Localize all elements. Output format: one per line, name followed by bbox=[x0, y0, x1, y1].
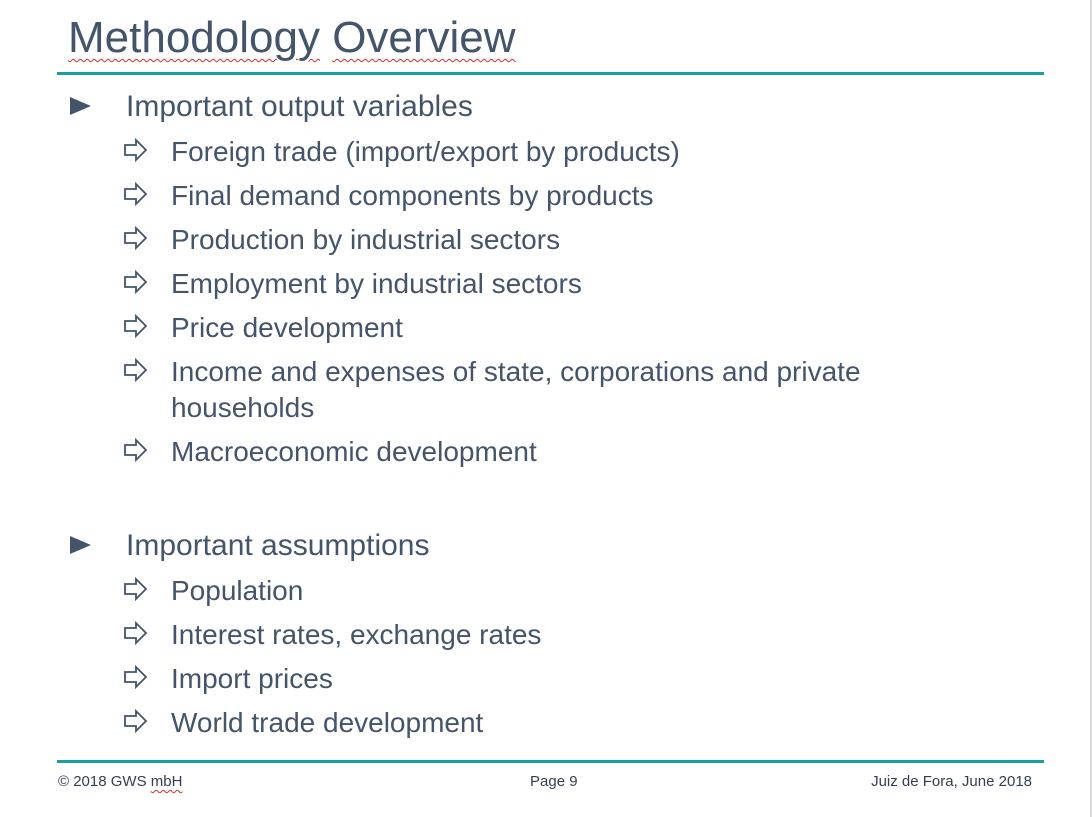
triangle-bullet-icon bbox=[70, 536, 91, 554]
outline-arrow-bullet-icon bbox=[123, 222, 149, 254]
triangle-bullet-icon bbox=[70, 97, 91, 115]
outline-arrow-bullet-icon bbox=[123, 661, 149, 693]
list-item-text: Macroeconomic development bbox=[171, 436, 537, 467]
list-item-text: Employment by industrial sectors bbox=[171, 268, 582, 299]
outline-arrow-bullet-icon bbox=[123, 310, 149, 342]
footer-divider bbox=[57, 760, 1044, 763]
list-item-text: Price development bbox=[171, 312, 403, 343]
slide-edge bbox=[1090, 0, 1092, 817]
outline-arrow-bullet-icon bbox=[123, 178, 149, 210]
list-item: Macroeconomic development bbox=[0, 434, 1000, 470]
footer-location-date: Juiz de Fora, June 2018 bbox=[871, 773, 1032, 790]
outline-arrow-bullet-icon bbox=[123, 617, 149, 649]
outline-arrow-bullet-icon bbox=[123, 434, 149, 466]
list-item-text: Production by industrial sectors bbox=[171, 224, 561, 255]
list-item-text: Income and expenses of state, corporatio… bbox=[171, 356, 861, 423]
copyright-prefix: © 2018 GWS bbox=[58, 773, 151, 790]
title-word-methodology: Methodology bbox=[68, 13, 320, 62]
outline-arrow-bullet-icon bbox=[123, 705, 149, 737]
assumptions-list: Population Interest rates, exchange rates… bbox=[0, 573, 1000, 749]
list-item-text: Population bbox=[171, 575, 304, 606]
footer-copyright: © 2018 GWS mbH bbox=[58, 772, 182, 792]
list-item-text: World trade development bbox=[171, 707, 484, 738]
list-item: Foreign trade (import/export by products… bbox=[0, 134, 1000, 170]
list-item: Price development bbox=[0, 310, 1000, 346]
outline-arrow-bullet-icon bbox=[123, 354, 149, 386]
list-item-text: Import prices bbox=[171, 663, 333, 694]
list-item: Final demand components by products bbox=[0, 178, 1000, 214]
list-item-text: Interest rates, exchange rates bbox=[171, 619, 542, 650]
outline-arrow-bullet-icon bbox=[123, 266, 149, 298]
list-item: Employment by industrial sectors bbox=[0, 266, 1000, 302]
list-item: Population bbox=[0, 573, 1000, 609]
list-item: Interest rates, exchange rates bbox=[0, 617, 1000, 653]
list-item-text: Foreign trade (import/export by products… bbox=[171, 136, 680, 167]
output-variables-list: Foreign trade (import/export by products… bbox=[0, 134, 1000, 478]
title-word-overview: Overview bbox=[332, 13, 516, 62]
copyright-company: mbH bbox=[150, 773, 183, 790]
outline-arrow-bullet-icon bbox=[123, 573, 149, 605]
footer-page-number: Page 9 bbox=[530, 773, 578, 790]
section-heading: Important assumptions bbox=[126, 529, 430, 562]
section-heading: Important output variables bbox=[126, 90, 473, 123]
list-item: Production by industrial sectors bbox=[0, 222, 1000, 258]
slide-title: Methodology Overview bbox=[68, 10, 516, 66]
title-divider bbox=[57, 72, 1044, 75]
outline-arrow-bullet-icon bbox=[123, 134, 149, 166]
list-item-text: Final demand components by products bbox=[171, 180, 654, 211]
list-item: World trade development bbox=[0, 705, 1000, 741]
list-item: Income and expenses of state, corporatio… bbox=[0, 354, 1000, 426]
list-item: Import prices bbox=[0, 661, 1000, 697]
